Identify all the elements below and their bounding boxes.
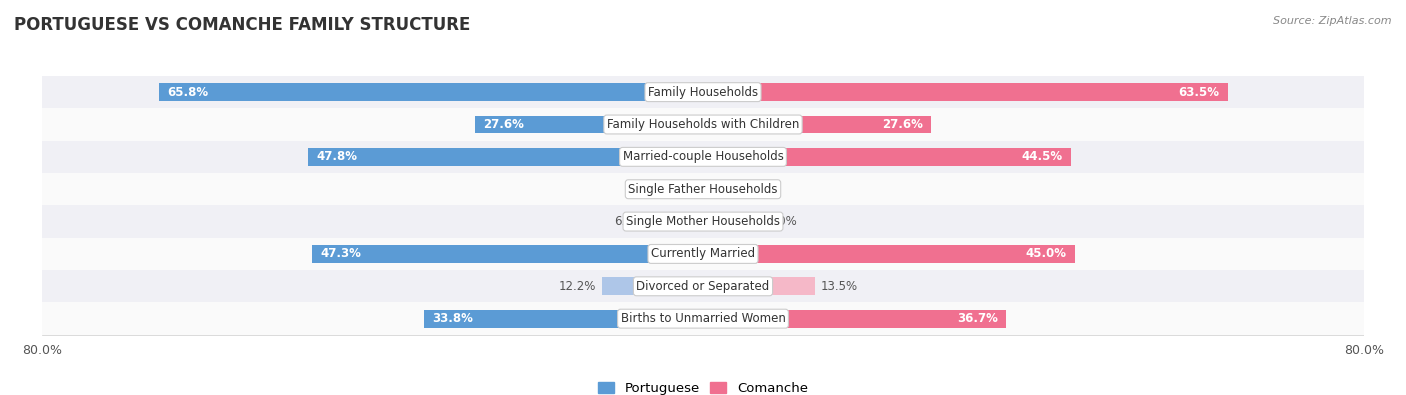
Bar (650, 213, 703, 230)
Bar (42, 270, 1364, 303)
Bar (703, 310, 1007, 327)
Text: 6.4%: 6.4% (613, 215, 644, 228)
Bar (42, 303, 1364, 335)
Text: Currently Married: Currently Married (651, 247, 755, 260)
Bar (703, 116, 931, 134)
Text: Divorced or Separated: Divorced or Separated (637, 280, 769, 293)
Text: Single Father Households: Single Father Households (628, 183, 778, 196)
Text: 36.7%: 36.7% (957, 312, 998, 325)
Text: 44.5%: 44.5% (1021, 150, 1063, 164)
Bar (312, 245, 703, 263)
Bar (42, 173, 1364, 205)
Bar (423, 310, 703, 327)
Bar (42, 238, 1364, 270)
Text: 13.5%: 13.5% (821, 280, 858, 293)
Bar (602, 277, 703, 295)
Text: 27.6%: 27.6% (484, 118, 524, 131)
Bar (703, 277, 814, 295)
Legend: Portuguese, Comanche: Portuguese, Comanche (593, 377, 813, 395)
Text: PORTUGUESE VS COMANCHE FAMILY STRUCTURE: PORTUGUESE VS COMANCHE FAMILY STRUCTURE (14, 16, 471, 34)
Text: 33.8%: 33.8% (432, 312, 472, 325)
Bar (703, 213, 761, 230)
Bar (42, 205, 1364, 238)
Text: Married-couple Households: Married-couple Households (623, 150, 783, 164)
Text: 63.5%: 63.5% (1178, 86, 1219, 99)
Text: 2.5%: 2.5% (645, 183, 676, 196)
Text: Births to Unmarried Women: Births to Unmarried Women (620, 312, 786, 325)
Text: 27.6%: 27.6% (882, 118, 922, 131)
Text: Single Mother Households: Single Mother Households (626, 215, 780, 228)
Text: Source: ZipAtlas.com: Source: ZipAtlas.com (1274, 16, 1392, 26)
Bar (703, 181, 724, 198)
Text: 12.2%: 12.2% (558, 280, 596, 293)
Text: Family Households: Family Households (648, 86, 758, 99)
Text: 47.3%: 47.3% (321, 247, 361, 260)
Text: 65.8%: 65.8% (167, 86, 209, 99)
Bar (682, 181, 703, 198)
Bar (42, 141, 1364, 173)
Bar (42, 108, 1364, 141)
Bar (159, 83, 703, 101)
Text: 7.0%: 7.0% (768, 215, 797, 228)
Bar (703, 148, 1070, 166)
Bar (475, 116, 703, 134)
Bar (42, 76, 1364, 108)
Text: 47.8%: 47.8% (316, 150, 357, 164)
Text: 2.5%: 2.5% (730, 183, 761, 196)
Text: Family Households with Children: Family Households with Children (607, 118, 799, 131)
Bar (308, 148, 703, 166)
Bar (703, 245, 1074, 263)
Text: 45.0%: 45.0% (1025, 247, 1066, 260)
Bar (703, 83, 1227, 101)
